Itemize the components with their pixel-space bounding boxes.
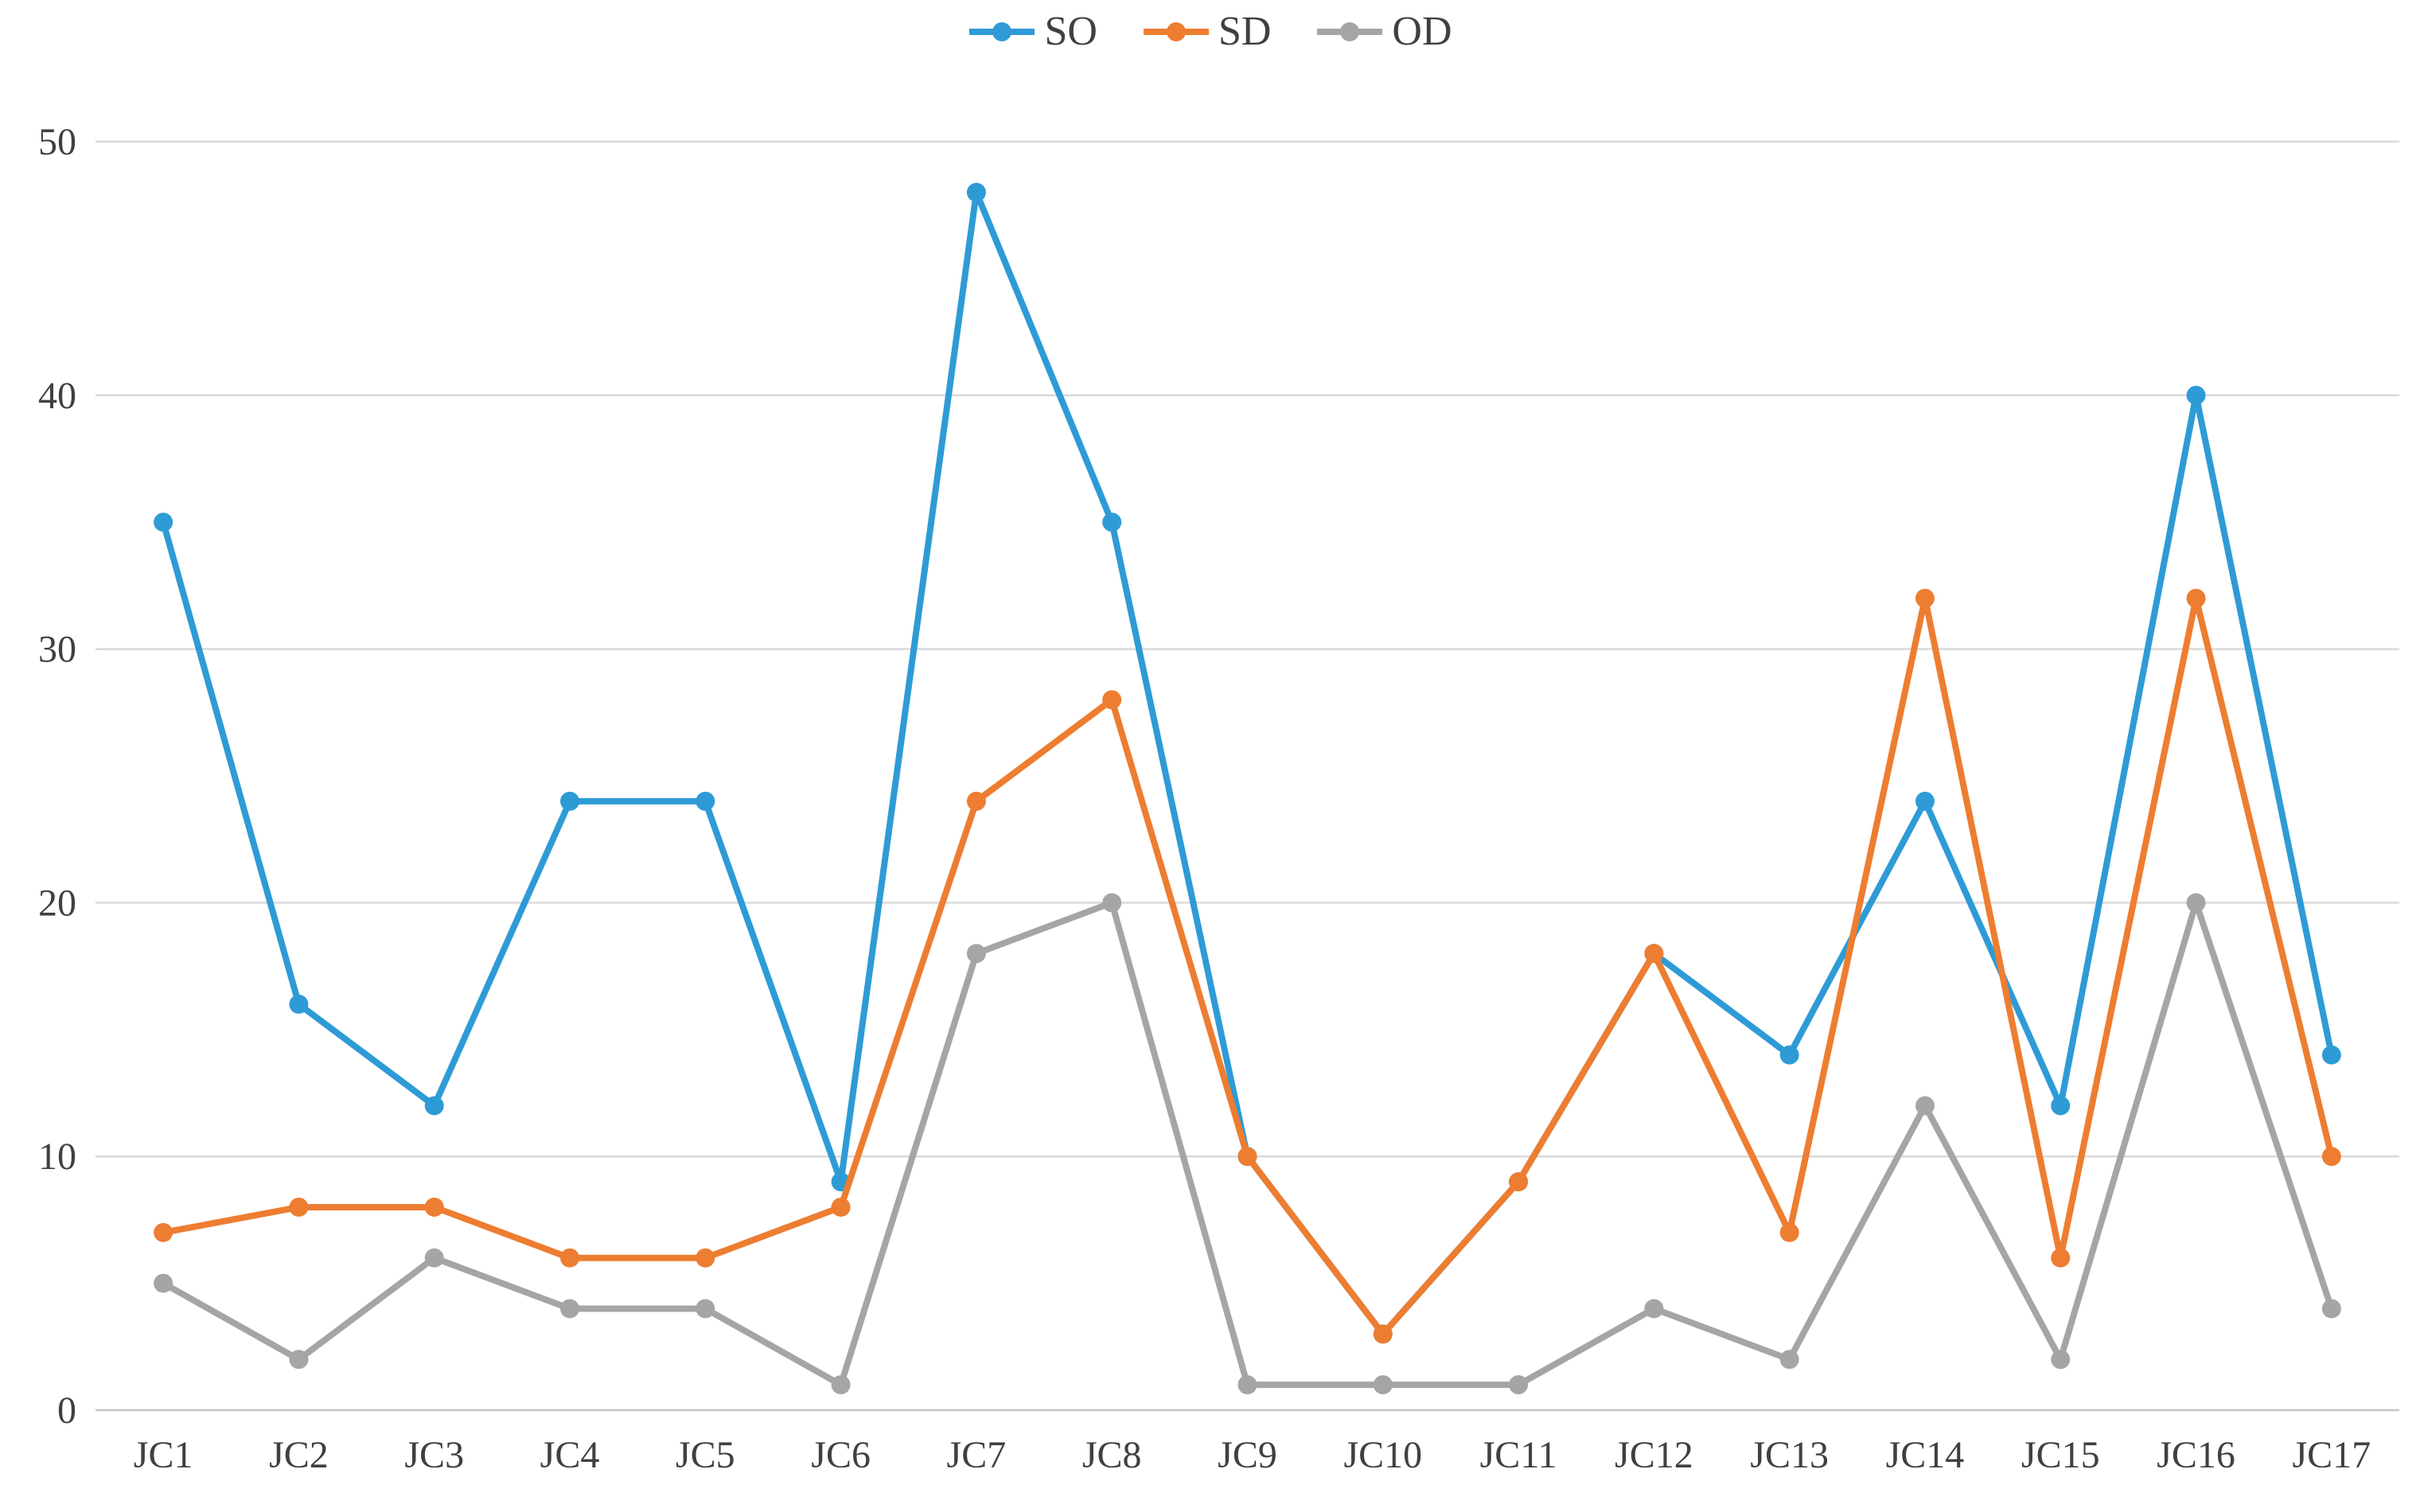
data-point-OD-JC11 — [1509, 1375, 1529, 1395]
legend-marker-icon-SO — [969, 22, 1035, 41]
data-point-SO-JC15 — [2051, 1096, 2071, 1116]
data-point-SD-JC14 — [1915, 588, 1935, 608]
data-point-OD-JC5 — [696, 1299, 715, 1319]
data-point-SD-JC13 — [1779, 1222, 1799, 1242]
data-point-SO-JC14 — [1915, 791, 1935, 811]
legend-item-SO: SO — [968, 11, 1097, 53]
data-point-SO-JC5 — [696, 791, 715, 811]
data-point-SO-JC4 — [560, 791, 580, 811]
x-tick-label-JC10: JC10 — [1343, 1434, 1422, 1476]
data-point-OD-JC14 — [1915, 1096, 1935, 1116]
data-point-SD-JC15 — [2051, 1248, 2071, 1268]
legend-item-OD: OD — [1315, 11, 1452, 53]
y-tick-label-20: 20 — [38, 882, 76, 924]
data-point-SO-JC7 — [966, 182, 986, 202]
x-tick-label-JC16: JC16 — [2157, 1434, 2235, 1476]
data-point-SD-JC12 — [1644, 944, 1664, 964]
x-tick-label-JC14: JC14 — [1886, 1434, 1965, 1476]
x-tick-label-JC2: JC2 — [269, 1434, 329, 1476]
data-point-SD-JC8 — [1102, 690, 1122, 710]
x-tick-label-JC8: JC8 — [1082, 1434, 1142, 1476]
data-point-OD-JC12 — [1644, 1299, 1664, 1319]
x-tick-label-JC11: JC11 — [1480, 1434, 1557, 1476]
y-tick-label-50: 50 — [38, 121, 76, 163]
data-point-OD-JC2 — [289, 1350, 309, 1370]
legend-label-OD: OD — [1392, 9, 1452, 54]
data-point-SD-JC9 — [1237, 1147, 1257, 1167]
data-point-SD-JC11 — [1509, 1172, 1529, 1192]
x-tick-label-JC5: JC5 — [676, 1434, 735, 1476]
data-point-SO-JC13 — [1779, 1045, 1799, 1065]
data-point-SD-JC1 — [154, 1222, 173, 1242]
data-point-OD-JC7 — [966, 944, 986, 964]
x-tick-label-JC3: JC3 — [404, 1434, 464, 1476]
data-point-SD-JC10 — [1373, 1324, 1393, 1344]
data-point-SD-JC3 — [424, 1197, 444, 1217]
y-tick-label-10: 10 — [38, 1136, 76, 1178]
data-point-OD-JC1 — [154, 1273, 173, 1293]
legend-label-SD: SD — [1218, 9, 1272, 54]
legend-item-SD: SD — [1142, 11, 1271, 53]
x-tick-label-JC13: JC13 — [1750, 1434, 1829, 1476]
data-point-SD-JC16 — [2186, 588, 2206, 608]
data-point-OD-JC9 — [1237, 1375, 1257, 1395]
data-point-SO-JC8 — [1102, 512, 1122, 532]
data-point-OD-JC13 — [1779, 1350, 1799, 1370]
data-point-SD-JC4 — [560, 1248, 580, 1268]
data-point-OD-JC3 — [424, 1248, 444, 1268]
x-tick-label-JC4: JC4 — [540, 1434, 600, 1476]
x-tick-label-JC15: JC15 — [2021, 1434, 2100, 1476]
y-tick-label-0: 0 — [57, 1389, 76, 1432]
data-point-SO-JC16 — [2186, 385, 2206, 405]
data-point-OD-JC17 — [2321, 1299, 2341, 1319]
x-tick-label-JC7: JC7 — [947, 1434, 1007, 1476]
series-line-SD — [160, 594, 2335, 1338]
data-point-OD-JC10 — [1373, 1375, 1393, 1395]
data-point-OD-JC4 — [560, 1299, 580, 1319]
legend-marker-icon-SD — [1143, 22, 1209, 41]
x-tick-label-JC17: JC17 — [2293, 1434, 2371, 1476]
data-point-SO-JC17 — [2321, 1045, 2341, 1065]
data-point-SD-JC17 — [2321, 1147, 2341, 1167]
data-point-OD-JC6 — [831, 1375, 851, 1395]
data-point-SD-JC2 — [289, 1197, 309, 1217]
data-point-SO-JC3 — [424, 1096, 444, 1116]
x-tick-label-JC1: JC1 — [134, 1434, 193, 1476]
x-tick-label-JC6: JC6 — [811, 1434, 871, 1476]
data-point-SO-JC2 — [289, 994, 309, 1014]
data-point-OD-JC16 — [2186, 893, 2206, 913]
chart-legend: SO SD OD — [0, 11, 2420, 53]
data-point-SD-JC7 — [966, 791, 986, 811]
x-tick-label-JC9: JC9 — [1218, 1434, 1277, 1476]
legend-label-SO: SO — [1044, 9, 1097, 54]
data-point-SD-JC6 — [831, 1197, 851, 1217]
x-tick-label-JC12: JC12 — [1615, 1434, 1693, 1476]
data-point-OD-JC8 — [1102, 893, 1122, 913]
y-tick-label-40: 40 — [38, 375, 76, 417]
data-point-SO-JC1 — [154, 512, 173, 532]
y-tick-label-30: 30 — [38, 629, 76, 671]
legend-marker-icon-OD — [1317, 22, 1383, 41]
data-point-SD-JC5 — [696, 1248, 715, 1268]
data-point-OD-JC15 — [2051, 1350, 2071, 1370]
